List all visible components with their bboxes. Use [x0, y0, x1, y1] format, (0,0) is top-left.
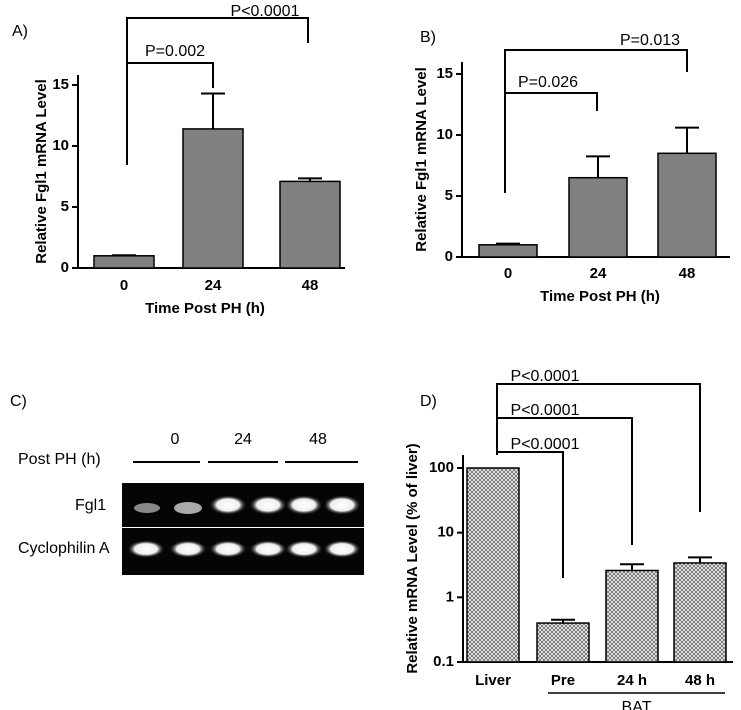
bar	[673, 562, 727, 663]
x-tick-label: 24	[205, 277, 222, 294]
significance-bracket	[126, 17, 309, 63]
error-bar	[496, 242, 520, 245]
error-bar	[586, 155, 610, 178]
x-tick-label: 24 h	[617, 672, 647, 689]
p-value: P=0.026	[518, 74, 578, 91]
y-axis-label: Relative Fgl1 mRNA Level	[33, 79, 50, 264]
x-tick-label: 24	[590, 265, 607, 282]
group-label: BAT	[622, 699, 652, 710]
y-tick-label: 100	[429, 459, 454, 476]
y-tick-label: 10	[437, 524, 454, 541]
y-tick-label: 0	[61, 259, 69, 276]
p-value: P<0.0001	[231, 3, 300, 20]
p-value: P=0.002	[145, 43, 205, 60]
bar	[657, 152, 717, 258]
y-tick-label: 10	[436, 126, 453, 143]
lane-label: 24	[234, 431, 252, 448]
error-bar	[201, 92, 225, 129]
x-tick-label: 0	[504, 265, 512, 282]
row-label: Cyclophilin A	[18, 540, 110, 557]
significance-bracket	[504, 92, 598, 193]
y-tick-label: 10	[52, 137, 69, 154]
y-tick-label: 5	[61, 198, 69, 215]
error-bar	[620, 563, 644, 571]
error-bar	[112, 254, 136, 257]
y-tick-label: 0.1	[433, 653, 454, 670]
x-tick-label: 0	[120, 277, 128, 294]
row-title: Post PH (h)	[18, 451, 101, 468]
significance-bracket	[504, 49, 688, 93]
y-tick-label: 15	[436, 65, 453, 82]
x-tick-label: 48 h	[685, 672, 715, 689]
lane-label: 0	[171, 431, 180, 448]
p-value: P=0.013	[620, 32, 680, 49]
p-value: P<0.0001	[511, 402, 580, 419]
p-value: P<0.0001	[511, 436, 580, 453]
bar	[279, 180, 341, 269]
lane-label: 48	[309, 431, 327, 448]
bar	[466, 467, 520, 663]
bar	[182, 128, 244, 269]
p-value: P<0.0001	[511, 368, 580, 385]
error-bar	[675, 126, 699, 154]
y-tick-label: 15	[52, 76, 69, 93]
bar	[568, 176, 628, 258]
bar	[536, 622, 590, 663]
y-tick-label: 0	[445, 248, 453, 265]
error-bar	[551, 618, 575, 624]
y-axis-label: Relative mRNA Level (% of liver)	[404, 443, 421, 673]
x-tick-label: 48	[679, 265, 696, 282]
bar	[93, 255, 155, 269]
gel-bands	[127, 495, 361, 558]
significance-bracket	[497, 451, 564, 578]
significance-bracket	[497, 417, 633, 545]
y-axis-label: Relative Fgl1 mRNA Level	[413, 67, 430, 252]
significance-bracket	[126, 62, 214, 165]
x-axis-label: Time Post PH (h)	[540, 288, 660, 305]
bar	[605, 569, 659, 663]
x-axis-label: Time Post PH (h)	[145, 300, 265, 317]
bar	[478, 244, 538, 258]
panel-label: D)	[420, 393, 437, 410]
error-bar	[688, 556, 712, 563]
gel-panel: C) Post PH (h) 0 24 48 Fgl1 Cyclophilin …	[10, 393, 364, 575]
significance-bracket	[496, 383, 701, 512]
row-label: Fgl1	[75, 497, 106, 514]
panel-label: B)	[420, 29, 436, 46]
error-bar	[298, 177, 322, 182]
y-tick-label: 5	[445, 187, 453, 204]
x-tick-label: 48	[302, 277, 319, 294]
panel-label: A)	[12, 23, 28, 40]
x-tick-label: Pre	[551, 672, 575, 689]
y-tick-label: 1	[446, 588, 454, 605]
x-tick-label: Liver	[475, 672, 511, 689]
panel-label: C)	[10, 393, 27, 410]
